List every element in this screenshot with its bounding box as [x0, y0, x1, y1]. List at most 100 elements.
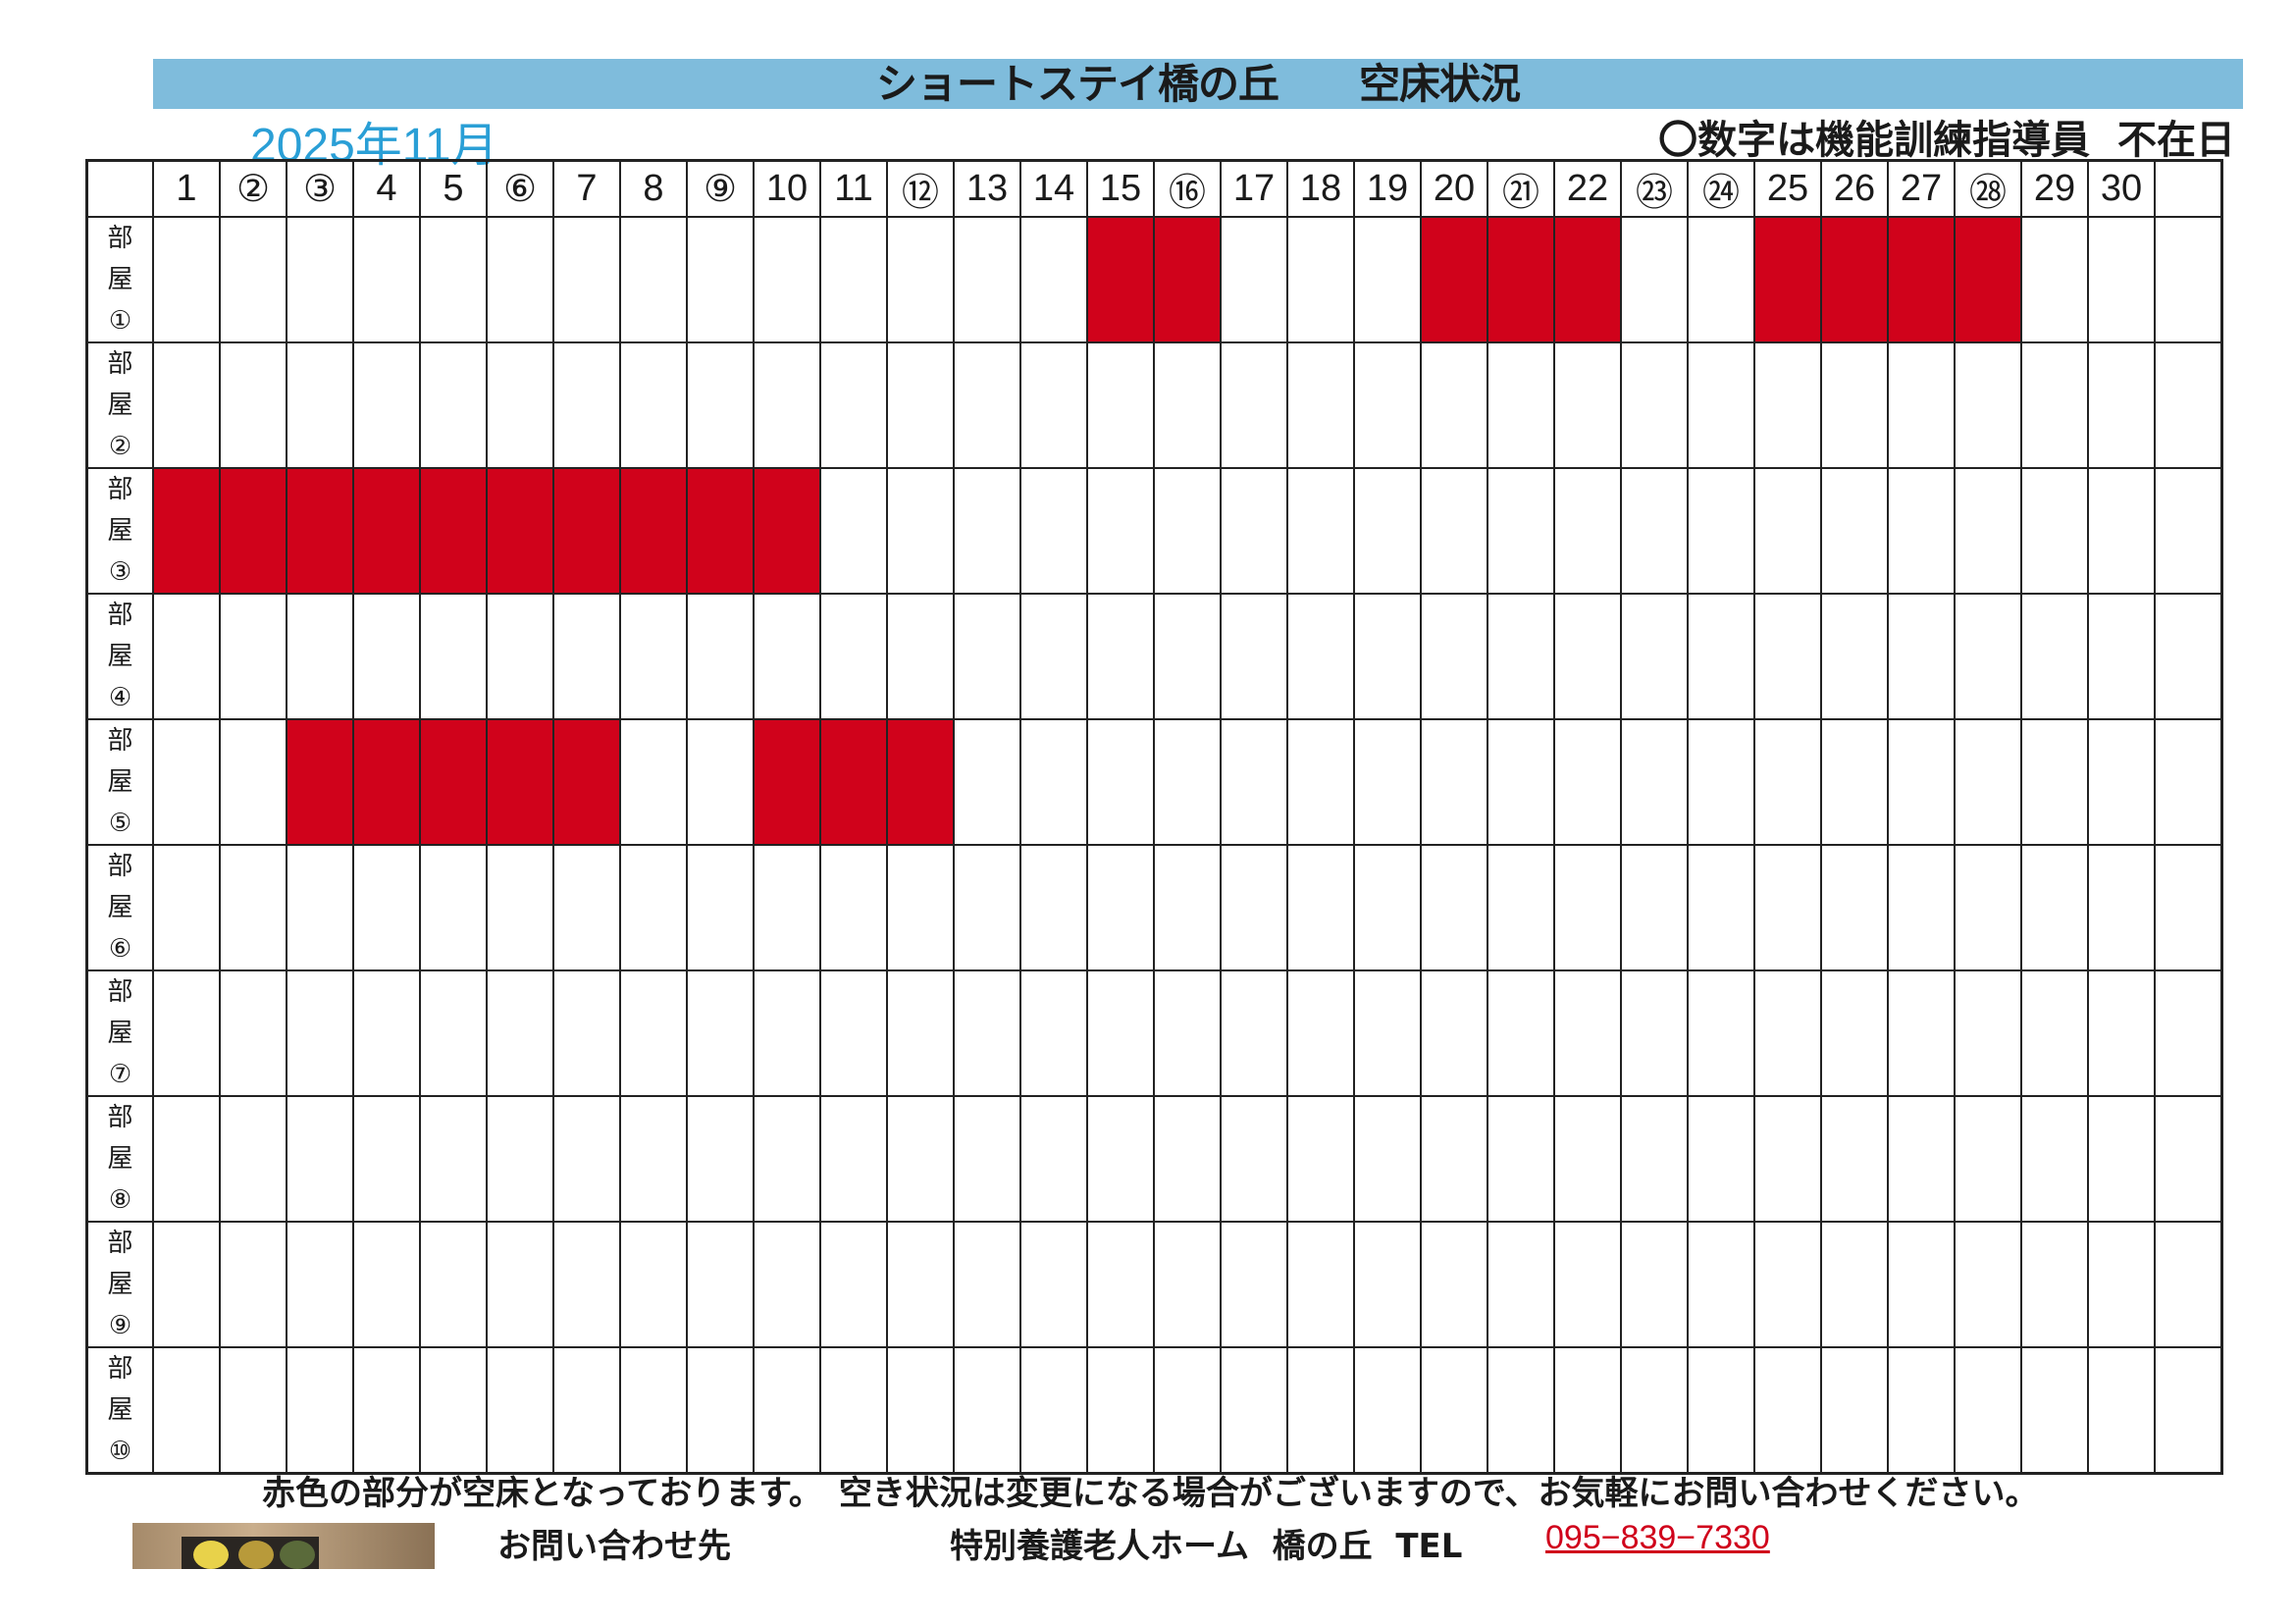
day-cell: [152, 718, 221, 846]
day-cell: [1620, 718, 1689, 846]
day-cell: [953, 593, 1021, 720]
vacant-cell: [1420, 216, 1488, 343]
day-cell: [286, 1221, 354, 1348]
day-cell: [619, 593, 688, 720]
day-cell: [2020, 1095, 2089, 1223]
vacant-cell: [419, 467, 488, 595]
day-cell: [753, 1221, 821, 1348]
day-cell: [1220, 467, 1288, 595]
day-header: 8: [619, 159, 688, 218]
day-cell: [1620, 844, 1689, 971]
food-photo: [132, 1523, 435, 1569]
day-cell: [1687, 969, 1755, 1097]
room-label-char: 部: [107, 1354, 133, 1384]
day-cell: [1954, 1221, 2022, 1348]
day-cell: [2087, 1095, 2156, 1223]
day-cell: [1954, 593, 2022, 720]
day-header: ㉑: [1487, 159, 1555, 218]
room-row: 部屋 ⑥: [85, 844, 2223, 971]
day-cell: [352, 341, 421, 469]
day-cell: [1487, 467, 1555, 595]
day-cell: [486, 1346, 554, 1475]
vacant-cell: [753, 467, 821, 595]
day-cell: [1487, 718, 1555, 846]
day-cell: [619, 1221, 688, 1348]
room-label: 部屋 ①: [85, 216, 154, 343]
day-cell: [686, 1346, 755, 1475]
day-cell: [486, 216, 554, 343]
room-row: 部屋 ⑤: [85, 718, 2223, 846]
day-header: 4: [352, 159, 421, 218]
day-cell: [1553, 593, 1622, 720]
day-cell: [886, 467, 955, 595]
vacant-cell: [1887, 216, 1956, 343]
day-header: ⑯: [1153, 159, 1222, 218]
day-cell: [486, 1095, 554, 1223]
room-label-char: 部: [107, 1229, 133, 1258]
day-cell: [1553, 467, 1622, 595]
day-cell: [753, 969, 821, 1097]
day-cell: [619, 969, 688, 1097]
day-cell: [552, 216, 621, 343]
day-cell: [1954, 969, 2022, 1097]
day-cell: [1019, 593, 1088, 720]
day-cell: [2154, 1346, 2223, 1475]
vacant-cell: [419, 718, 488, 846]
phone-link[interactable]: 095−839−7330: [1545, 1519, 1770, 1556]
day-cell: [819, 1346, 888, 1475]
vacant-cell: [552, 718, 621, 846]
day-cell: [2154, 593, 2223, 720]
room-label-char: 屋: [107, 767, 133, 797]
vacant-cell: [352, 467, 421, 595]
day-cell: [1353, 341, 1422, 469]
day-cell: [2020, 216, 2089, 343]
day-cell: [1019, 467, 1088, 595]
day-cell: [686, 341, 755, 469]
title-bar: ショートステイ橋の丘 空床状況: [153, 59, 2243, 109]
room-row: 部屋 ⑧: [85, 1095, 2223, 1223]
day-cell: [819, 216, 888, 343]
day-cell: [1820, 593, 1889, 720]
day-cell: [2087, 341, 2156, 469]
day-cell: [2154, 341, 2223, 469]
day-cell: [1553, 1095, 1622, 1223]
day-cell: [1887, 1221, 1956, 1348]
day-header: 27: [1887, 159, 1956, 218]
day-cell: [1220, 341, 1288, 469]
day-cell: [2020, 1221, 2089, 1348]
day-cell: [1954, 341, 2022, 469]
day-cell: [953, 1221, 1021, 1348]
day-cell: [352, 1221, 421, 1348]
day-cell: [1086, 341, 1155, 469]
vacant-cell: [219, 467, 287, 595]
room-label-char: ⑩: [108, 1437, 132, 1466]
room-label: 部屋 ⑧: [85, 1095, 154, 1223]
vacant-cell: [486, 718, 554, 846]
day-cell: [1220, 593, 1288, 720]
day-cell: [619, 1095, 688, 1223]
day-cell: [419, 1095, 488, 1223]
day-cell: [1286, 718, 1355, 846]
day-cell: [1553, 969, 1622, 1097]
day-cell: [219, 341, 287, 469]
day-cell: [1487, 341, 1555, 469]
room-label-char: ⑥: [108, 934, 132, 964]
day-cell: [619, 341, 688, 469]
day-cell: [1353, 1221, 1422, 1348]
day-cell: [1086, 844, 1155, 971]
day-header: ⑫: [886, 159, 955, 218]
day-cell: [819, 593, 888, 720]
day-cell: [619, 216, 688, 343]
room-label-char: ⑦: [108, 1060, 132, 1089]
day-cell: [686, 1221, 755, 1348]
vacant-cell: [152, 467, 221, 595]
day-cell: [1553, 718, 1622, 846]
day-cell: [219, 1095, 287, 1223]
day-cell: [1353, 593, 1422, 720]
day-cell: [1420, 593, 1488, 720]
day-cell: [1086, 1221, 1155, 1348]
room-label-char: ⑤: [108, 809, 132, 838]
room-row: 部屋 ③: [85, 467, 2223, 595]
day-cell: [1954, 467, 2022, 595]
room-label-char: 屋: [107, 391, 133, 420]
